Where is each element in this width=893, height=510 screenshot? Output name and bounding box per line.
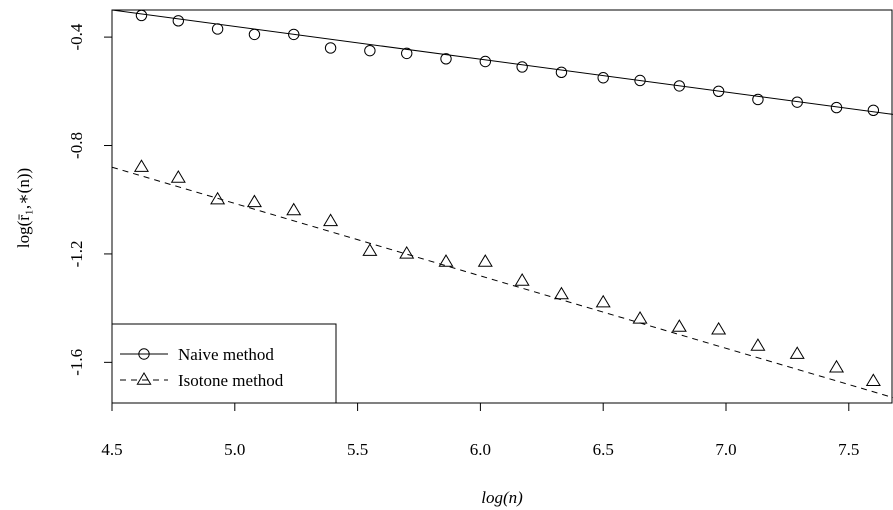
series-2-point-2 — [210, 191, 226, 205]
series-1-point-0 — [135, 10, 148, 22]
legend-box — [111, 323, 337, 404]
series-1-point-16 — [752, 93, 764, 106]
series-2-point-17 — [789, 346, 805, 359]
series-1-point-10 — [516, 61, 528, 73]
legend-label-2: Isotone method — [178, 371, 284, 390]
series-2-point-0 — [133, 159, 150, 172]
x-axis-title: log(n) — [481, 488, 523, 507]
legend-marker-1 — [138, 348, 150, 360]
series-2-point-12 — [595, 294, 611, 308]
series-2-point-5 — [323, 213, 339, 227]
series-1-point-11 — [555, 66, 568, 79]
series-1-point-2 — [211, 23, 224, 35]
plot-frame — [111, 9, 893, 404]
series-2-point-4 — [286, 202, 302, 216]
series-2-point-8 — [438, 254, 454, 267]
series-group — [112, 10, 893, 399]
series-2-point-13 — [632, 310, 648, 324]
series-2-point-18 — [828, 359, 845, 373]
x-tick-label-0: 4.5 — [101, 440, 122, 459]
series-2-point-14 — [671, 319, 687, 332]
x-tick-label-3: 6.0 — [470, 440, 491, 459]
series-2-point-15 — [711, 321, 727, 335]
series-2-point-9 — [477, 254, 493, 267]
series-1-point-17 — [791, 96, 803, 108]
legend-marker-2 — [136, 372, 152, 385]
legend: Naive method Isotone method — [111, 323, 337, 404]
series-1-point-4 — [288, 28, 300, 41]
series-2-point-16 — [750, 338, 766, 351]
series-1-point-12 — [597, 72, 609, 84]
series-2-point-3 — [246, 194, 262, 208]
series-1-point-7 — [401, 47, 413, 60]
x-axis: 4.5 5.0 5.5 6.0 6.5 7.0 7.5 — [101, 403, 859, 459]
series-2-point-7 — [399, 245, 415, 259]
x-tick-label-5: 7.0 — [715, 440, 736, 459]
y-axis-title: log(r̄₁,∗(n)) — [14, 168, 33, 248]
plot-area — [111, 9, 893, 404]
y-tick-label-1: -0.8 — [67, 132, 86, 159]
x-tick-label-4: 6.5 — [593, 440, 614, 459]
legend-label-1: Naive method — [178, 345, 274, 364]
series-1-point-5 — [324, 42, 337, 54]
x-tick-label-2: 5.5 — [347, 440, 368, 459]
series-2-fit-line — [112, 166, 893, 399]
series-1-point-14 — [673, 80, 686, 92]
series-1-point-19 — [867, 104, 880, 116]
series-1-fit-line — [112, 10, 893, 115]
series-1-point-1 — [172, 15, 185, 27]
y-tick-label-0: -0.4 — [67, 23, 86, 50]
x-tick-label-1: 5.0 — [224, 440, 245, 459]
series-2-point-6 — [362, 243, 378, 256]
series-1-point-13 — [634, 74, 646, 87]
series-2-point-10 — [514, 273, 530, 286]
y-axis: -0.4 -0.8 -1.2 -1.6 — [67, 23, 112, 376]
series-2-point-19 — [865, 373, 881, 387]
series-1-point-9 — [479, 55, 492, 68]
y-tick-label-2: -1.2 — [67, 240, 86, 267]
series-1-point-3 — [248, 28, 261, 41]
series-2-point-1 — [170, 170, 186, 183]
series-2-point-11 — [553, 286, 569, 300]
series-1-point-8 — [440, 53, 452, 65]
x-tick-label-6: 7.5 — [838, 440, 859, 459]
series-1-point-18 — [830, 101, 843, 114]
y-tick-label-3: -1.6 — [67, 349, 86, 376]
series-1-point-6 — [364, 44, 376, 57]
series-1-point-15 — [712, 85, 725, 98]
